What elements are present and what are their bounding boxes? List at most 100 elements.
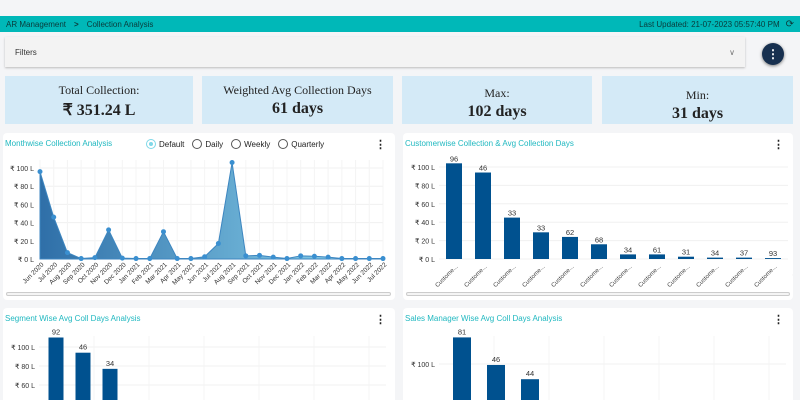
radio-circle[interactable]	[146, 139, 156, 149]
data-label: 37	[740, 249, 748, 258]
kpi-total-collection: Total Collection: ₹ 351.24 L	[5, 76, 193, 124]
segment-chart: ₹ 60 L ₹ 80 L ₹ 100 L 92 46 34	[11, 328, 386, 400]
last-updated: Last Updated: 21-07-2023 05:57:40 PM	[639, 19, 780, 29]
radio-weekly[interactable]: Weekly	[231, 139, 270, 149]
data-point	[37, 169, 43, 175]
y-tick-label: ₹ 60 L	[415, 201, 435, 209]
more-vertical-icon[interactable]: ⋮	[773, 314, 784, 326]
monthwise-chart: ₹ 0 L₹ 20 L₹ 40 L₹ 60 L₹ 80 L₹ 100 LJun …	[10, 160, 389, 287]
data-point	[78, 256, 84, 262]
data-point	[215, 241, 221, 247]
panel-title: Sales Manager Wise Avg Coll Days Analysi…	[405, 314, 563, 323]
bar	[521, 379, 539, 400]
radio-default[interactable]: Default	[146, 139, 184, 149]
more-vertical-icon[interactable]: ⋮	[773, 139, 784, 151]
data-label: 96	[450, 154, 458, 163]
kpi-label: Max:	[484, 86, 510, 100]
y-tick-label: ₹ 40 L	[415, 219, 435, 227]
data-point	[243, 253, 249, 259]
data-label: 81	[458, 327, 466, 336]
data-point	[202, 254, 208, 260]
data-point	[106, 227, 112, 233]
radio-circle[interactable]	[278, 139, 289, 149]
bar	[487, 364, 505, 400]
radio-label: Default	[159, 139, 185, 149]
breadcrumb-ar-management[interactable]: AR Management	[6, 19, 67, 29]
refresh-icon[interactable]: ⟳	[785, 18, 794, 30]
kpi-value: 102 days	[467, 103, 527, 120]
x-tick-label: Custome...	[667, 264, 692, 289]
chart-scrollbar[interactable]	[6, 292, 391, 296]
more-options-button[interactable]: ⋮	[762, 43, 784, 65]
y-tick-label: ₹ 80 L	[14, 183, 34, 191]
data-point	[160, 229, 166, 235]
kpi-label: Total Collection:	[58, 83, 140, 97]
y-tick-label: ₹ 0 L	[419, 256, 435, 264]
breadcrumb-separator: >	[74, 19, 79, 29]
filters-label: Filters	[15, 47, 37, 57]
sales-manager-chart: ₹ 100 L 81 46 44	[411, 327, 786, 400]
data-label: 92	[52, 328, 60, 337]
bar	[504, 217, 520, 259]
radio-quarterly[interactable]: Quarterly	[278, 139, 324, 149]
bar	[707, 257, 723, 259]
customerwise-panel: Customerwise Collection & Avg Collection…	[403, 133, 793, 300]
more-vertical-icon[interactable]: ⋮	[375, 139, 386, 151]
panel-title: Segment Wise Avg Coll Days Analysis	[5, 314, 141, 323]
more-vertical-icon: ⋮	[767, 47, 779, 61]
data-point	[147, 256, 153, 262]
monthwise-panel: Monthwise Collection Analysis Default Da…	[3, 133, 395, 300]
kpi-value: 61 days	[271, 100, 324, 117]
kpi-max: Max: 102 days	[402, 76, 592, 124]
data-label: 33	[537, 223, 545, 232]
bar	[620, 254, 636, 259]
radio-circle[interactable]	[192, 139, 203, 149]
data-point	[380, 256, 386, 262]
y-tick-label: ₹ 100 L	[411, 164, 435, 172]
period-radio-group: Default Daily Weekly Quarterly	[146, 139, 328, 149]
data-point	[92, 255, 98, 261]
breadcrumb-collection-analysis: Collection Analysis	[86, 19, 154, 29]
data-point	[311, 253, 317, 259]
bar	[765, 258, 781, 259]
segment-panel: Segment Wise Avg Coll Days Analysis ⋮ ₹ …	[3, 308, 395, 400]
area-series	[39, 162, 384, 260]
data-point	[353, 256, 359, 262]
sales-manager-panel: Sales Manager Wise Avg Coll Days Analysi…	[403, 308, 793, 400]
filters-panel[interactable]: Filters ∨	[5, 37, 745, 67]
data-label: 68	[595, 235, 603, 244]
kpi-min: Min: 31 days	[602, 76, 793, 124]
chart-scrollbar[interactable]	[406, 292, 790, 296]
radio-label: Daily	[205, 139, 224, 149]
radio-daily[interactable]: Daily	[192, 139, 223, 149]
bar	[736, 257, 752, 259]
y-tick-label: ₹ 20 L	[415, 238, 435, 246]
data-point	[119, 255, 125, 261]
kpi-value: ₹ 351.24 L	[62, 102, 136, 119]
more-vertical-icon[interactable]: ⋮	[375, 314, 386, 326]
x-tick-label: Custome...	[609, 264, 634, 289]
data-label: 46	[492, 355, 500, 364]
bar	[102, 368, 118, 400]
data-point	[229, 160, 235, 166]
chevron-down-icon[interactable]: ∨	[729, 47, 735, 57]
y-tick-label: ₹ 60 L	[14, 201, 34, 209]
bar	[678, 256, 694, 259]
data-label: 93	[769, 249, 777, 258]
radio-circle[interactable]	[231, 139, 242, 149]
bar	[562, 236, 578, 259]
y-tick-label: ₹ 0 L	[18, 256, 34, 264]
bar	[446, 163, 462, 259]
data-label: 62	[566, 228, 574, 237]
kpi-label: Weighted Avg Collection Days	[223, 83, 372, 97]
bar	[48, 337, 64, 400]
data-label: 61	[653, 245, 661, 254]
data-point	[298, 253, 304, 259]
bar	[475, 172, 491, 259]
data-label: 33	[508, 209, 516, 218]
data-point	[339, 256, 345, 262]
panel-title: Customerwise Collection & Avg Collection…	[405, 139, 574, 148]
data-label: 34	[711, 249, 719, 258]
kpi-weighted-avg: Weighted Avg Collection Days 61 days	[202, 76, 393, 124]
kpi-value: 31 days	[671, 105, 724, 122]
